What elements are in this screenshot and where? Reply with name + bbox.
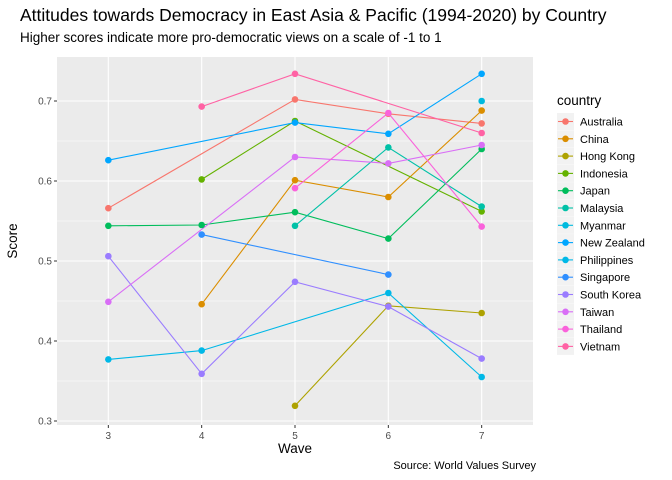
legend-label-vietnam: Vietnam	[580, 341, 620, 353]
data-point-japan	[291, 208, 299, 216]
data-point-china	[478, 107, 485, 114]
data-point-singapore	[385, 271, 392, 278]
data-point-japan	[198, 221, 205, 229]
legend-key-point-philippines	[562, 256, 569, 264]
y-axis-title: Score	[5, 223, 20, 258]
data-point-china	[385, 193, 392, 201]
data-point-philippines	[478, 373, 485, 381]
legend-label-myanmar: Myanmar	[580, 220, 626, 232]
x-tick-label: 3	[106, 431, 112, 442]
x-axis-ticks: 3 4 5 6 7	[106, 425, 485, 442]
legend-key-point-australia	[562, 118, 569, 125]
data-point-thailand	[478, 223, 485, 230]
legend-key-point-indonesia	[562, 170, 569, 177]
data-point-vietnam	[198, 103, 205, 110]
legend-title: country	[557, 93, 602, 108]
data-point-thailand	[385, 109, 392, 117]
legend-label-japan: Japan	[580, 186, 610, 198]
data-point-malaysia	[385, 144, 392, 151]
legend-label-south-korea: South Korea	[580, 290, 642, 302]
legend-key-point-vietnam	[562, 343, 569, 350]
y-tick-label: 0.5	[38, 257, 52, 268]
y-tick-label: 0.6	[38, 177, 52, 188]
y-tick-label: 0.3	[38, 417, 52, 428]
legend-key-point-south-korea	[562, 291, 569, 298]
data-point-china	[198, 300, 205, 308]
data-point-vietnam	[291, 70, 299, 78]
series-line-taiwan	[107, 144, 482, 303]
data-point-south-korea	[105, 252, 112, 260]
data-point-australia	[105, 204, 112, 212]
series-line-singapore	[201, 234, 389, 276]
y-tick-label: 0.7	[38, 97, 52, 108]
data-point-myanmar	[478, 97, 485, 105]
data-point-malaysia	[291, 222, 299, 230]
legend-key-point-hong-kong	[562, 152, 569, 160]
data-point-thailand	[291, 184, 299, 192]
data-point-philippines	[105, 356, 112, 363]
data-point-australia	[478, 120, 485, 127]
data-point-japan	[105, 222, 112, 230]
x-tick-label: 6	[386, 431, 392, 442]
legend-label-thailand: Thailand	[580, 324, 622, 336]
series-line-philippines	[108, 292, 483, 378]
legend: country Australia China Hong Kong Indonesia…	[557, 93, 645, 355]
legend-label-china: China	[580, 134, 610, 146]
x-tick-label: 5	[292, 431, 298, 442]
x-axis-title: Wave	[278, 441, 312, 456]
legend-key-point-malaysia	[562, 204, 569, 212]
legend-key-point-taiwan	[562, 308, 569, 316]
legend-key-point-china	[562, 135, 569, 143]
y-tick-label: 0.4	[38, 337, 52, 348]
series-points	[105, 70, 485, 410]
legend-label-australia: Australia	[580, 117, 624, 129]
series-line-new-zealand	[108, 73, 482, 161]
chart-caption: Source: World Values Survey	[393, 460, 536, 472]
legend-label-taiwan: Taiwan	[580, 307, 614, 319]
data-point-vietnam	[478, 129, 485, 137]
legend-label-malaysia: Malaysia	[580, 203, 624, 215]
data-point-malaysia	[478, 203, 485, 210]
data-point-hong-kong	[478, 309, 485, 317]
data-point-australia	[291, 96, 299, 103]
data-point-new-zealand	[385, 130, 392, 138]
data-point-south-korea	[385, 303, 392, 310]
data-point-indonesia	[198, 176, 205, 183]
data-point-south-korea	[198, 370, 205, 378]
data-point-philippines	[198, 347, 205, 354]
legend-label-philippines: Philippines	[580, 255, 634, 267]
data-point-new-zealand	[478, 70, 485, 78]
data-point-china	[291, 176, 299, 184]
data-point-taiwan	[478, 141, 485, 149]
data-point-singapore	[198, 231, 205, 238]
legend-label-singapore: Singapore	[580, 272, 630, 284]
legend-label-new-zealand: New Zealand	[580, 238, 645, 250]
data-point-taiwan	[385, 160, 392, 167]
data-point-south-korea	[478, 355, 485, 362]
legend-label-indonesia: Indonesia	[580, 168, 629, 180]
legend-key-point-singapore	[562, 273, 569, 281]
legend-key-point-japan	[562, 187, 569, 194]
x-tick-label: 4	[199, 431, 205, 442]
data-point-indonesia	[478, 208, 485, 215]
data-point-south-korea	[291, 278, 299, 286]
data-point-japan	[385, 235, 392, 242]
x-tick-label: 7	[479, 431, 485, 442]
chart-title: Attitudes towards Democracy in East Asia…	[20, 5, 607, 25]
data-point-new-zealand	[105, 156, 112, 164]
legend-key-point-new-zealand	[562, 239, 569, 246]
data-point-hong-kong	[291, 402, 299, 410]
chart-subtitle: Higher scores indicate more pro-democrat…	[20, 30, 442, 45]
data-point-philippines	[385, 289, 392, 297]
y-axis-ticks: 0.3 0.4 0.5 0.6 0.7	[38, 97, 57, 428]
legend-label-hong-kong: Hong Kong	[580, 151, 635, 163]
data-point-taiwan	[291, 153, 299, 161]
legend-key-point-thailand	[562, 325, 569, 333]
data-point-taiwan	[105, 298, 112, 306]
data-point-new-zealand	[291, 119, 299, 126]
legend-key-point-myanmar	[562, 222, 569, 229]
